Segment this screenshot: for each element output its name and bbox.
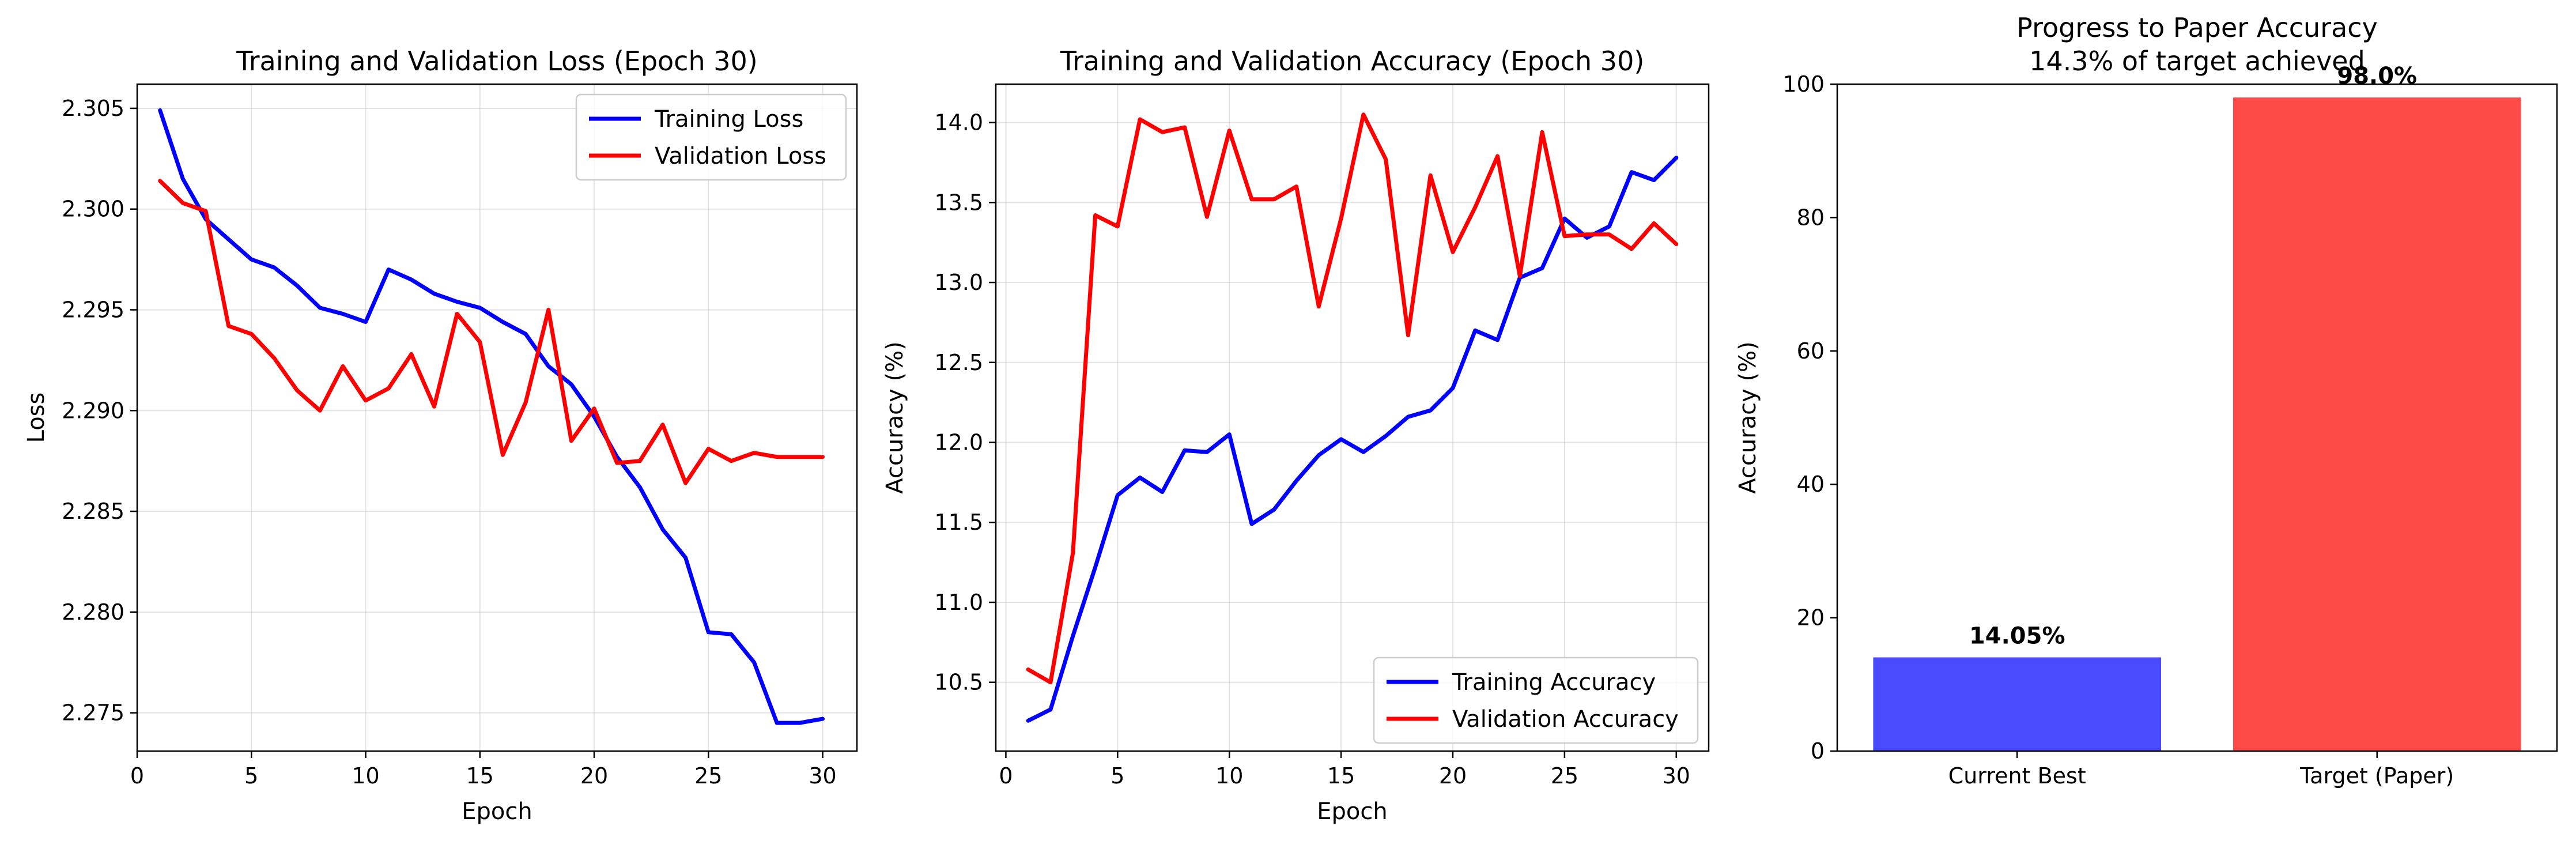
y-axis-label: Accuracy (%) [1735,341,1761,494]
legend-label-1: Validation Loss [655,143,826,169]
plot-frame [1836,83,2558,752]
legend-box [575,93,847,181]
x-tick-label: 5 [244,763,258,789]
x-tick-label: 10 [1215,763,1243,789]
x-tick-label: 20 [580,763,608,789]
x-tick-label: 25 [1551,763,1578,789]
bar-value-label: 98.0% [2337,63,2417,89]
y-tick-label: 2.300 [62,197,124,222]
y-tick-label: 80 [1797,205,1825,230]
x-tick-label: 30 [809,763,836,789]
series-line-0 [1026,156,1679,723]
y-tick-label: 40 [1797,472,1825,497]
legend: Training Accuracy Validation Accuracy [1373,657,1699,744]
chart-0: 0 5 10 15 20 25 30 2.275 2.280 2.285 2.290 2.295 2.3… [23,46,858,825]
x-tick-label: 0 [130,763,144,789]
y-tick-label: 60 [1797,338,1825,364]
legend: Training Loss Validation Loss [575,93,847,181]
x-tick-label: 0 [999,763,1013,789]
y-tick-label: 20 [1797,605,1825,631]
series-line-0 [158,108,825,725]
chart-2: 0 20 40 60 80 100 Current Best Target (Paper) 14… [1735,12,2558,789]
chart-title: Training and Validation Accuracy (Epoch … [1060,46,1645,77]
x-tick-label: 15 [1327,763,1355,789]
y-tick-label: 12.0 [934,430,983,455]
y-tick-label: 11.5 [934,510,983,535]
x-tick-label: 5 [1111,763,1124,789]
series-line-1 [158,179,825,485]
legend-label-1: Validation Accuracy [1452,706,1679,733]
x-axis-label: Epoch [1317,798,1387,825]
y-tick-label: 11.0 [934,590,983,615]
plot-frame [136,83,858,752]
y-tick-label: 13.0 [934,270,983,295]
x-tick-label: 10 [352,763,379,789]
x-tick-label: 20 [1439,763,1467,789]
chart-subtitle: 14.3% of target achieved [2029,46,2365,77]
y-tick-label: 2.275 [62,700,124,726]
y-tick-label: 2.305 [62,96,124,121]
chart-1: 0 5 10 15 20 25 30 10.5 11.0 11.5 12.0 12.5 13.0 13.5… [882,46,1710,825]
plot-frame [995,83,1710,752]
y-tick-label: 2.295 [62,297,124,322]
bar-1 [2233,97,2521,751]
y-tick-label: 14.0 [934,110,983,135]
x-tick-label: 15 [466,763,494,789]
legend-label-0: Training Accuracy [1452,669,1656,696]
x-tick-label: Current Best [1948,763,2086,789]
y-tick-label: 10.5 [934,670,983,695]
legend-box [1373,657,1699,744]
x-tick-label: Target (Paper) [2299,763,2454,789]
chart-title: Progress to Paper Accuracy [2016,12,2378,43]
y-tick-label: 2.280 [62,599,124,625]
y-tick-label: 12.5 [934,350,983,375]
bar-0 [1873,657,2162,751]
series-line-1 [1026,112,1679,685]
y-tick-label: 13.5 [934,190,983,215]
legend-label-0: Training Loss [654,106,803,133]
y-axis-label: Loss [23,393,50,443]
x-tick-label: 30 [1663,763,1690,789]
y-axis-label: Accuracy (%) [882,341,908,494]
y-tick-label: 2.290 [62,398,124,423]
y-tick-label: 100 [1782,71,1825,97]
y-tick-label: 0 [1811,738,1825,764]
chart-title: Training and Validation Loss (Epoch 30) [236,46,757,77]
y-tick-label: 2.285 [62,499,124,524]
x-tick-label: 25 [694,763,722,789]
bar-value-label: 14.05% [1969,623,2065,649]
x-axis-label: Epoch [462,798,532,825]
